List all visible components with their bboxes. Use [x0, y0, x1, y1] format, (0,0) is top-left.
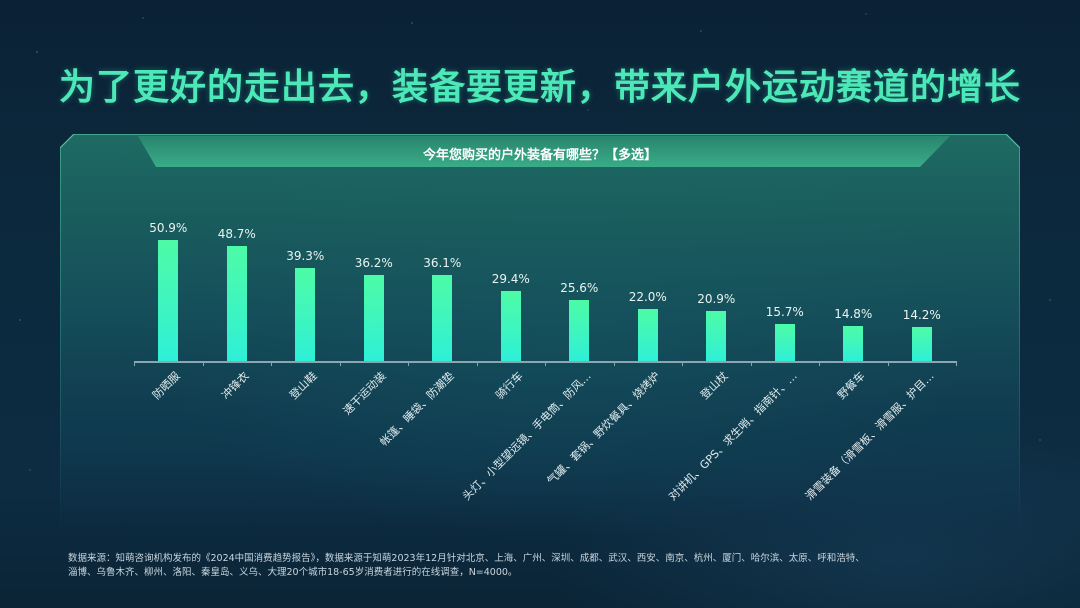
bar: [774, 323, 795, 361]
x-axis-tick: [476, 361, 478, 366]
x-axis-category-label: 骑行车: [492, 369, 526, 402]
bar: [911, 327, 932, 361]
x-axis-tick: [613, 361, 615, 366]
x-axis-category-label: 登山鞋: [287, 369, 320, 402]
x-axis-tick: [134, 361, 135, 366]
chart-title: 今年您购买的户外装备有哪些？【多选】: [422, 148, 657, 163]
bar-value-label: 20.9%: [697, 292, 736, 307]
bar-value-label: 36.1%: [423, 256, 462, 271]
x-axis-category-label: 登山杖: [698, 369, 731, 402]
bar-value-label: 39.3%: [286, 248, 325, 263]
bar-value-label: 36.2%: [354, 256, 393, 271]
page-headline: 为了更好的走出去，装备要更新，带来户外运动赛道的增长: [58, 67, 1021, 108]
bar: [158, 240, 179, 361]
x-axis-tick: [750, 361, 752, 366]
x-axis-tick: [682, 361, 683, 366]
x-axis-tick: [545, 361, 546, 366]
bar-value-label: 14.8%: [834, 306, 873, 321]
bar: [432, 275, 453, 361]
panel-frame: [60, 134, 1020, 534]
x-axis-category-label: 气罐、套锅、野炊餐具、烧烤炉: [544, 369, 663, 488]
bar-value-label: 14.2%: [902, 308, 941, 323]
x-axis-category-label: 头灯、小型望远镜、手电筒、防风…: [460, 369, 594, 504]
chart-panel: 今年您购买的户外装备有哪些？【多选】: [60, 134, 1020, 534]
data-source-note: 数据来源：知萌咨询机构发布的《2024中国消费趋势报告》，数据来源于知萌2023…: [68, 552, 1068, 580]
x-axis-tick: [956, 361, 957, 366]
bar-value-label: 22.0%: [628, 289, 667, 304]
x-axis-category-label: 速干运动装: [340, 369, 389, 418]
x-axis-tick: [887, 361, 889, 366]
x-axis-category-label: 滑雪装备（滑雪板、滑雪服、护目…: [802, 369, 937, 504]
bar: [295, 267, 316, 361]
x-axis-category-label: 对讲机、GPS、求生哨、指南针、…: [665, 369, 800, 504]
bar: [843, 325, 864, 361]
x-axis-tick: [819, 361, 820, 366]
x-axis-tick: [271, 361, 272, 366]
x-axis-category-label: 野餐车: [835, 369, 868, 402]
x-axis-category-label: 冲锋衣: [218, 369, 252, 402]
bar-value-label: 29.4%: [491, 272, 530, 287]
bar: [226, 245, 247, 361]
source-line-2: 淄博、乌鲁木齐、柳州、洛阳、秦皇岛、义乌、大理20个城市18-65岁消费者进行的…: [68, 567, 518, 578]
bar-value-label: 15.7%: [765, 304, 804, 319]
bar: [569, 300, 590, 361]
x-axis-category-label: 防晒服: [150, 369, 183, 402]
bar: [706, 311, 727, 361]
bar: [500, 291, 521, 361]
x-axis-tick: [339, 361, 341, 366]
bar: [637, 308, 658, 361]
bar-value-label: 50.9%: [149, 221, 188, 236]
bar-value-label: 25.6%: [560, 281, 599, 296]
bar-value-label: 48.7%: [217, 226, 256, 241]
x-axis-tick: [408, 361, 409, 366]
bar: [363, 275, 384, 361]
source-line-1: 数据来源：知萌咨询机构发布的《2024中国消费趋势报告》，数据来源于知萌2023…: [68, 553, 865, 564]
x-axis-tick: [202, 361, 204, 366]
